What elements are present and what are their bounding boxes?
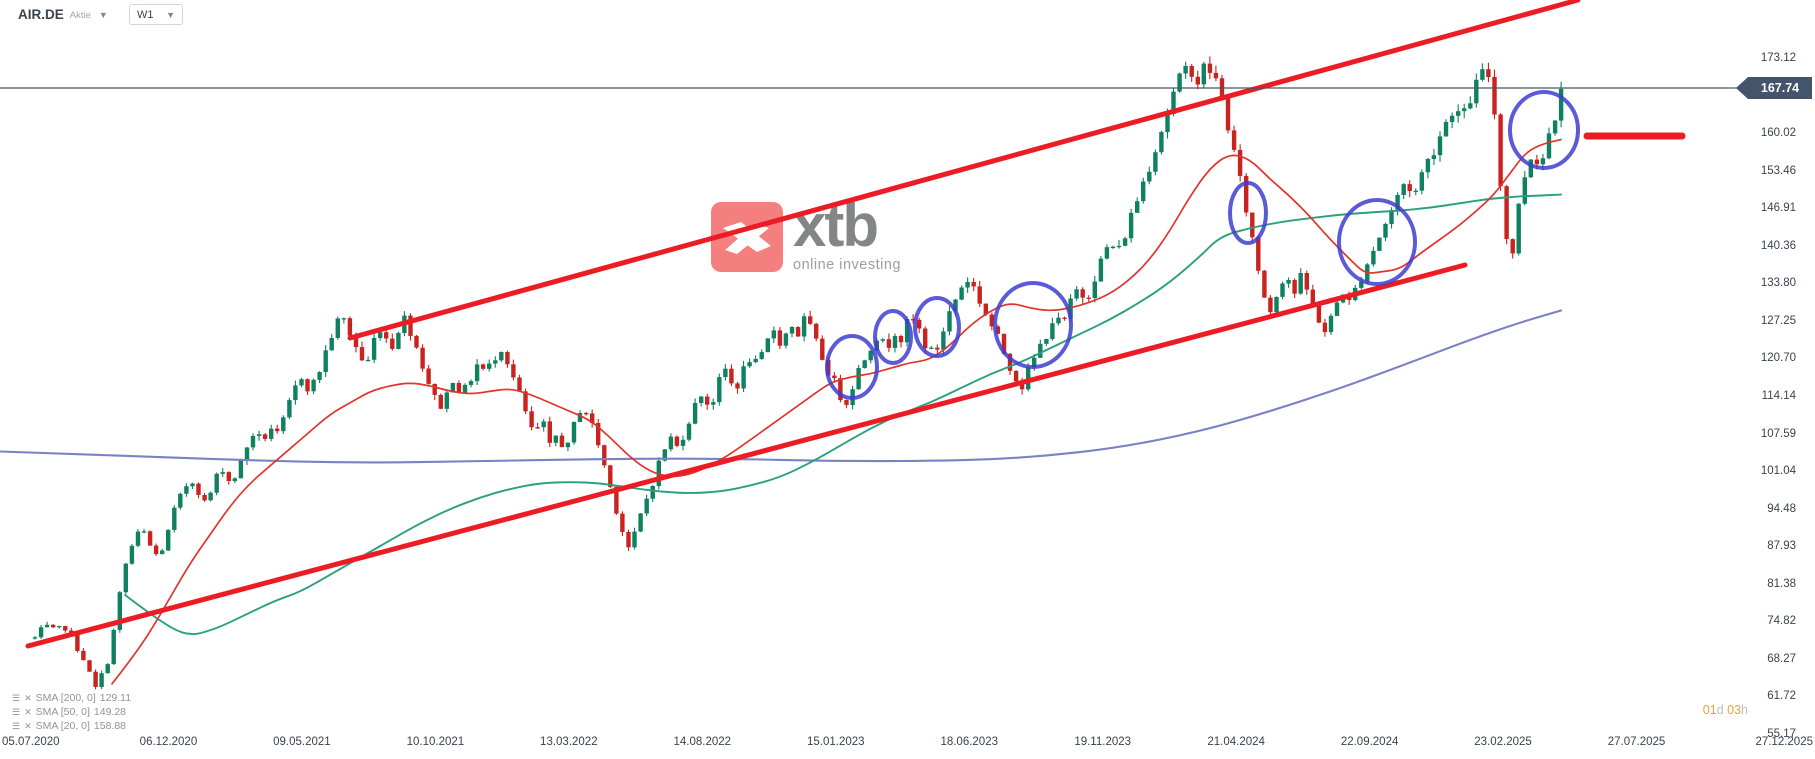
- bar-countdown: 01d 03h: [1703, 703, 1748, 717]
- countdown-days: 01: [1702, 703, 1717, 717]
- time-axis-label: 13.03.2022: [540, 736, 598, 748]
- legend-row: ☰ ✕ SMA [200, 0] 129.11: [12, 692, 131, 704]
- indicator-remove-icon[interactable]: ✕: [24, 720, 32, 731]
- symbol-name: AIR.DE: [18, 7, 64, 22]
- indicator-settings-icon[interactable]: ☰: [12, 720, 21, 731]
- symbol-dropdown[interactable]: ▼: [98, 10, 108, 20]
- sma-line: [124, 193, 1562, 636]
- sma-line: [0, 309, 1563, 464]
- time-axis-label: 27.07.2025: [1607, 736, 1666, 748]
- timeframe-selector[interactable]: W1 ▼: [129, 4, 183, 25]
- chevron-down-icon: ▼: [166, 10, 175, 20]
- trend-channel-line[interactable]: [25, 262, 1468, 649]
- current-price-tag: 167.74: [1748, 77, 1812, 99]
- indicator-remove-icon[interactable]: ✕: [24, 706, 32, 717]
- time-axis-label: 06.12.2020: [139, 736, 198, 748]
- price-axis-label: 127.25: [1760, 314, 1796, 327]
- instrument-type-label: Aktie: [69, 10, 91, 21]
- price-axis-label: 61.72: [1767, 690, 1796, 703]
- indicator-label: SMA [50, 0]: [35, 706, 90, 718]
- time-axis-label: 10.10.2021: [406, 736, 465, 748]
- current-price-arrow-icon: [1736, 77, 1748, 99]
- time-axis-label: 15.01.2023: [806, 736, 865, 748]
- price-axis-label: 153.46: [1760, 164, 1796, 177]
- annotation-circle[interactable]: [1508, 90, 1580, 170]
- trend-channel-line[interactable]: [347, 0, 1581, 341]
- time-axis-label: 23.02.2025: [1474, 736, 1532, 748]
- price-axis-label: 173.12: [1760, 52, 1796, 64]
- annotation-circle[interactable]: [913, 296, 961, 358]
- candlesticks: [32, 56, 1564, 690]
- price-axis-label: 94.48: [1767, 502, 1796, 515]
- price-axis-label: 160.02: [1760, 127, 1796, 140]
- price-axis-label: 114.14: [1761, 389, 1796, 402]
- price-axis-label: 87.93: [1767, 540, 1796, 553]
- indicator-settings-icon[interactable]: ☰: [12, 706, 21, 717]
- annotation-circle[interactable]: [1337, 198, 1417, 286]
- annotation-circle[interactable]: [873, 309, 913, 365]
- annotation-circle[interactable]: [1228, 181, 1268, 245]
- time-axis-label: 19.11.2023: [1074, 736, 1132, 748]
- price-axis-label: 101.04: [1760, 465, 1796, 478]
- timeframe-value: W1: [137, 8, 154, 21]
- price-axis-label: 68.27: [1767, 652, 1796, 665]
- price-axis-label: 81.38: [1767, 577, 1796, 590]
- price-axis-label: 55.17: [1767, 727, 1796, 740]
- indicator-label: SMA [20, 0]: [35, 720, 90, 732]
- price-axis-label: 140.36: [1760, 239, 1796, 252]
- annotation-circle[interactable]: [993, 281, 1073, 369]
- time-axis-label: 22.09.2024: [1340, 736, 1399, 748]
- price-axis-label: 120.70: [1760, 352, 1796, 365]
- xtb-tagline: online investing: [793, 257, 901, 273]
- countdown-hours: 03: [1727, 703, 1742, 717]
- indicator-remove-icon[interactable]: ✕: [24, 692, 32, 703]
- price-axis-label: 146.91: [1760, 202, 1796, 215]
- indicator-settings-icon[interactable]: ☰: [12, 692, 21, 703]
- legend-row: ☰ ✕ SMA [20, 0] 158.88: [12, 720, 126, 732]
- countdown-hours-unit: h: [1741, 703, 1748, 717]
- time-axis-label: 09.05.2021: [273, 736, 331, 748]
- time-axis-label: 05.07.2020: [2, 736, 60, 748]
- indicator-label: SMA [200, 0]: [35, 692, 96, 704]
- indicator-value: 149.28: [93, 706, 127, 718]
- time-axis-label: 21.04.2024: [1207, 736, 1265, 748]
- countdown-days-unit: d: [1716, 703, 1724, 717]
- price-axis-label: 74.82: [1767, 615, 1796, 628]
- time-axis-label: 14.08.2022: [673, 736, 732, 748]
- price-axis-label: 107.59: [1760, 427, 1796, 440]
- price-axis-label: 133.80: [1760, 277, 1796, 290]
- annotation-circle[interactable]: [825, 334, 879, 400]
- legend-row: ☰ ✕ SMA [50, 0] 149.28: [12, 706, 126, 718]
- time-axis-label: 27.12.2025: [1755, 736, 1813, 748]
- indicator-value: 158.88: [93, 720, 127, 732]
- time-axis-label: 18.06.2023: [940, 736, 998, 748]
- indicator-value: 129.11: [99, 692, 132, 704]
